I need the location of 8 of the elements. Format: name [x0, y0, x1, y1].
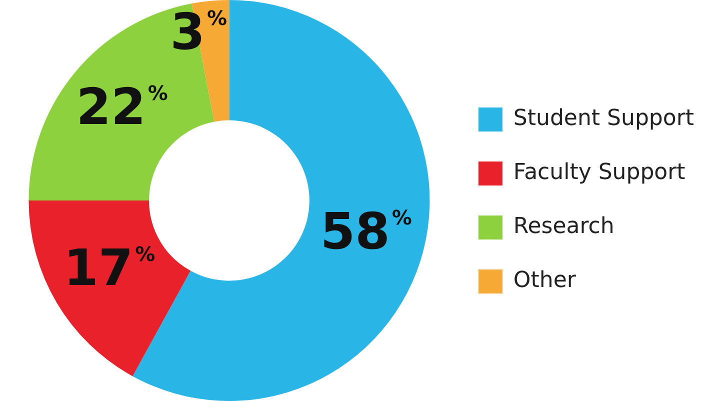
data-label: 58% — [320, 202, 412, 260]
legend-label: Other — [513, 268, 577, 294]
legend-label: Research — [513, 214, 614, 240]
data-label: 17% — [64, 238, 156, 297]
legend-label: Faculty Support — [513, 160, 686, 186]
legend-label: Student Support — [513, 106, 694, 132]
data-label: 3% — [170, 2, 228, 61]
data-label: 22% — [76, 78, 168, 136]
